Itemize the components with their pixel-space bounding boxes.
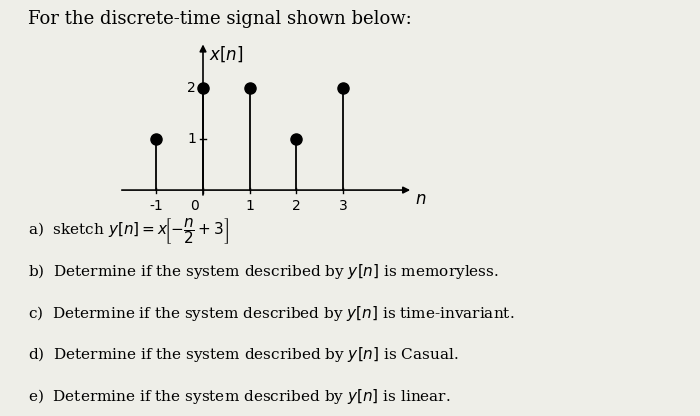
Text: a)  sketch $y[n] = x\!\left[-\dfrac{n}{2}+3\right]$: a) sketch $y[n] = x\!\left[-\dfrac{n}{2}… (28, 216, 229, 246)
Text: e)  Determine if the system described by $y[n]$ is linear.: e) Determine if the system described by … (28, 387, 451, 406)
Text: c)  Determine if the system described by $y[n]$ is time-invariant.: c) Determine if the system described by … (28, 304, 514, 323)
Text: 0: 0 (190, 199, 199, 213)
Text: -1: -1 (150, 199, 163, 213)
Text: 1: 1 (245, 199, 254, 213)
Text: 2: 2 (292, 199, 301, 213)
Text: 2: 2 (188, 81, 196, 95)
Text: For the discrete-time signal shown below:: For the discrete-time signal shown below… (28, 10, 412, 28)
Text: $x[n]$: $x[n]$ (209, 44, 243, 64)
Text: 1: 1 (187, 132, 196, 146)
Text: 3: 3 (339, 199, 347, 213)
Text: b)  Determine if the system described by $y[n]$ is memoryless.: b) Determine if the system described by … (28, 262, 499, 281)
Text: $n$: $n$ (415, 191, 427, 208)
Text: d)  Determine if the system described by $y[n]$ is Casual.: d) Determine if the system described by … (28, 345, 458, 364)
